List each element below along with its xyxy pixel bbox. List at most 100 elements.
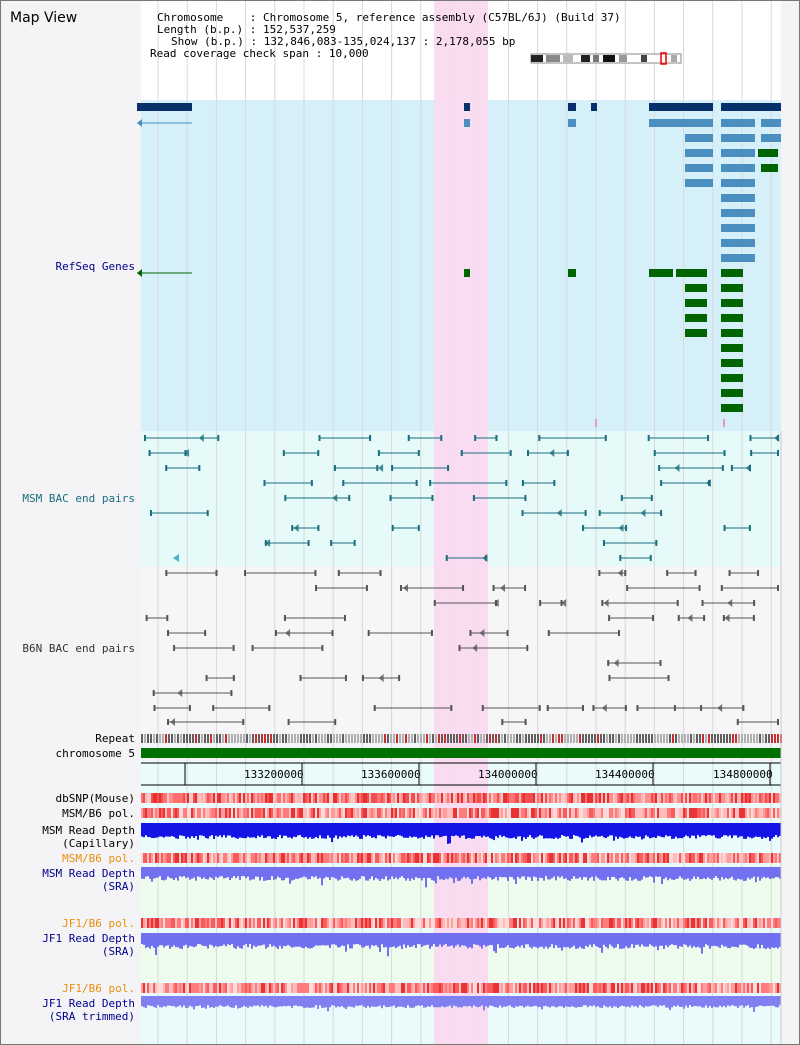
dbsnp-strip [609, 793, 611, 803]
jf1-read-depth-trim-label[interactable]: JF1 Read Depth [42, 997, 135, 1010]
jf1-b6-pol-trim-strip [407, 983, 409, 993]
msm-depth-bar [565, 823, 567, 837]
gene-arrow-glyph [721, 329, 726, 337]
jf1-b6-pol-trim-strip [623, 983, 625, 993]
msm-sra-depth-bar [457, 867, 459, 881]
dbsnp-strip [543, 793, 545, 803]
msm-bac-pair-end [342, 480, 345, 486]
msm-bac-pair-end [333, 465, 336, 471]
msm-b6-pol-sra-strip [409, 853, 411, 863]
gene-arrow-glyph [721, 284, 726, 292]
jf1-trim-depth-bar [193, 996, 195, 1010]
msm-bac-pair-end [660, 480, 663, 486]
jf1-b6-pol-trim-strip [249, 983, 251, 993]
msm-sra-depth-bar [745, 867, 747, 881]
msm-b6-pol-sra-strip [493, 853, 495, 863]
msm-b6-pol-sra-strip [603, 853, 605, 863]
msm-b6-pol-strip [737, 808, 739, 818]
msm-b6-pol-sra-strip [161, 853, 163, 863]
msm-b6-pol-label[interactable]: MSM/B6 pol. [62, 807, 135, 820]
gene-arrow-glyph [465, 119, 470, 127]
msm-b6-pol-sra-strip [233, 853, 235, 863]
msm-bac-pair-end [447, 465, 450, 471]
msm-b6-pol-sra-label[interactable]: MSM/B6 pol. [62, 852, 135, 865]
dbsnp-strip [285, 793, 287, 803]
jf1-b6-pol-strip [231, 918, 233, 928]
repeat-label[interactable]: Repeat [95, 732, 135, 745]
jf1-trim-depth-bar [559, 996, 561, 1007]
msm-b6-pol-strip [727, 808, 729, 818]
jf1-trim-depth-bar [213, 996, 215, 1008]
repeat-element [222, 734, 224, 743]
gene-arrow-glyph [465, 269, 470, 277]
msm-b6-pol-strip [459, 808, 461, 818]
jf1-trim-depth-bar [361, 996, 363, 1006]
b6n-bac-label[interactable]: B6N BAC end pairs [22, 642, 135, 655]
chromosome-track-label[interactable]: chromosome 5 [55, 747, 135, 760]
jf1-b6-pol-trim-label[interactable]: JF1/B6 pol. [62, 982, 135, 995]
msm-sra-depth-bar [647, 867, 649, 878]
jf1-depth-bar [587, 933, 589, 947]
msm-sra-depth-bar [749, 867, 751, 880]
msm-depth-bar [459, 823, 461, 838]
dbsnp-strip [581, 793, 583, 803]
msm-b6-pol-sra-strip [297, 853, 299, 863]
jf1-trim-depth-bar [201, 996, 203, 1008]
jf1-depth-bar [311, 933, 313, 949]
msm-b6-pol-sra-strip [585, 853, 587, 863]
msm-b6-pol-strip [533, 808, 535, 818]
gene-block [721, 374, 743, 382]
jf1-depth-bar [339, 933, 341, 948]
msm-sra-depth-bar [551, 867, 553, 879]
jf1-read-depth-label[interactable]: JF1 Read Depth [42, 932, 135, 945]
jf1-b6-pol-trim-strip [173, 983, 175, 993]
dbsnp-strip [155, 793, 157, 803]
b6n-bac-pair-arrow [500, 584, 506, 592]
msm-sra-depth-bar [239, 867, 241, 880]
msm-b6-pol-strip [729, 808, 731, 818]
jf1-b6-pol-strip [179, 918, 181, 928]
jf1-b6-pol-trim-strip [387, 983, 389, 993]
msm-depth-bar [209, 823, 211, 837]
dbsnp-strip [173, 793, 175, 803]
jf1-depth-bar [619, 933, 621, 949]
msm-sra-depth-bar [321, 867, 323, 886]
repeat-element [603, 734, 605, 743]
jf1-depth-bar [147, 933, 149, 947]
msm-bac-pair-end [417, 525, 420, 531]
repeat-element [285, 734, 287, 743]
jf1-trim-depth-bar [305, 996, 307, 1008]
jf1-b6-pol-strip [465, 918, 467, 928]
msm-sra-depth-bar [435, 867, 437, 884]
msm-sra-depth-bar [709, 867, 711, 879]
msm-depth-bar [269, 823, 271, 837]
jf1-depth-bar [233, 933, 235, 948]
msm-b6-pol-sra-strip [415, 853, 417, 863]
b6n-bac-pair-end [283, 615, 286, 621]
jf1-b6-pol-strip [425, 918, 427, 928]
msm-read-depth-sra-label[interactable]: MSM Read Depth [42, 867, 135, 880]
msm-b6-pol-strip [445, 808, 447, 818]
jf1-trim-depth-bar [445, 996, 447, 1008]
msm-b6-pol-sra-strip [767, 853, 769, 863]
msm-bac-label[interactable]: MSM BAC end pairs [22, 492, 135, 505]
jf1-b6-pol-strip [259, 918, 261, 928]
dbsnp-label[interactable]: dbSNP(Mouse) [55, 792, 135, 805]
msm-b6-pol-sra-strip [305, 853, 307, 863]
msm-read-depth-label[interactable]: MSM Read Depth [42, 824, 135, 837]
msm-depth-bar [399, 823, 401, 836]
jf1-b6-pol-label[interactable]: JF1/B6 pol. [62, 917, 135, 930]
jf1-b6-pol-strip [745, 918, 747, 928]
msm-depth-bar [471, 823, 473, 839]
jf1-b6-pol-strip [189, 918, 191, 928]
jf1-depth-bar [271, 933, 273, 947]
jf1-trim-depth-bar [271, 996, 273, 1007]
msm-sra-depth-bar [601, 867, 603, 881]
jf1-b6-pol-strip [759, 918, 761, 928]
msm-b6-pol-sra-strip [293, 853, 295, 863]
jf1-trim-depth-bar [469, 996, 471, 1006]
refseq-genes-label[interactable]: RefSeq Genes [55, 260, 135, 273]
msm-b6-pol-strip [255, 808, 257, 818]
jf1-b6-pol-strip [359, 918, 361, 928]
